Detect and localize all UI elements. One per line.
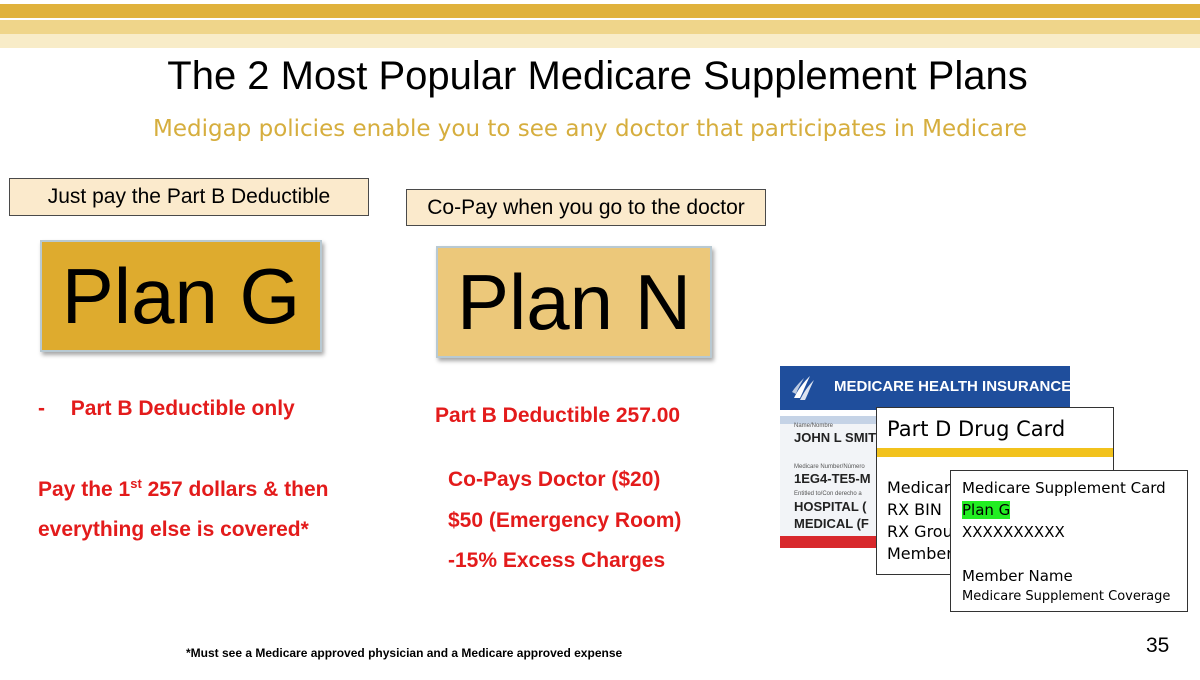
plan-g-box: Plan G: [40, 240, 322, 352]
footnote: *Must see a Medicare approved physician …: [186, 646, 623, 660]
plan-n-deductible: Part B Deductible 257.00: [435, 404, 681, 427]
plan-g-line1-sup: st: [130, 476, 142, 491]
medicare-card-header: MEDICARE HEALTH INSURANCE: [780, 366, 1070, 410]
medicare-number-label: Medicare Number/Número: [794, 464, 865, 470]
header-band-mid: [0, 20, 1200, 34]
supplement-plan: Plan G: [962, 501, 1011, 519]
plan-g-label: Plan G: [61, 251, 301, 340]
plan-n-copay-doctor: Co-Pays Doctor ($20): [448, 468, 661, 491]
plan-g-line1: Pay the 1st 257 dollars & then: [38, 476, 329, 502]
plan-n-box: Plan N: [436, 246, 712, 358]
medicare-medical: MEDICAL (F: [794, 516, 869, 531]
partd-line-member: Member: [887, 544, 953, 563]
plan-n-tag: Co-Pay when you go to the doctor: [406, 189, 766, 226]
plan-n-label: Plan N: [456, 257, 692, 346]
partd-line-rxbin: RX BIN: [887, 500, 942, 519]
plan-g-line1-post: 257 dollars & then: [141, 478, 329, 501]
header-band-light: [0, 34, 1200, 48]
medicare-name-label: Name/Nombre: [794, 423, 834, 429]
plan-n-copay-er: $50 (Emergency Room): [448, 509, 682, 532]
partd-title: Part D Drug Card: [887, 417, 1066, 441]
plan-n-tag-text: Co-Pay when you go to the doctor: [427, 195, 745, 219]
plan-g-line1-pre: Pay the 1: [38, 478, 131, 501]
supplement-card: Medicare Supplement Card Plan G XXXXXXXX…: [950, 470, 1188, 612]
plan-g-line2: everything else is covered*: [38, 518, 309, 541]
plan-g-bullet-dash: -: [38, 397, 45, 420]
supplement-title: Medicare Supplement Card: [962, 479, 1166, 497]
partd-yellow-bar: [877, 448, 1113, 457]
slide-subtitle: Medigap policies enable you to see any d…: [153, 116, 1027, 142]
supplement-coverage: Medicare Supplement Coverage: [962, 589, 1171, 604]
supplement-number: XXXXXXXXXX: [962, 523, 1065, 541]
medicare-name: JOHN L SMIT: [794, 430, 877, 445]
plan-n-excess: -15% Excess Charges: [448, 549, 666, 572]
page-number: 35: [1146, 634, 1170, 657]
slide-title: The 2 Most Popular Medicare Supplement P…: [167, 54, 1028, 98]
plan-g-bullet: - Part B Deductible only: [38, 397, 295, 421]
header-band-dark: [0, 4, 1200, 18]
plan-g-bullet-text: Part B Deductible only: [70, 397, 295, 420]
medicare-card-title: MEDICARE HEALTH INSURANCE: [834, 378, 1070, 395]
partd-line-medicare: Medicare: [887, 478, 960, 497]
medicare-number: 1EG4-TE5-M: [794, 471, 871, 486]
hhs-eagle-icon: [792, 376, 814, 400]
plan-g-tag: Just pay the Part B Deductible: [9, 178, 369, 216]
medicare-entitled-label: Entitled to/Con derecho a: [794, 491, 862, 497]
plan-g-tag-text: Just pay the Part B Deductible: [47, 185, 331, 208]
partd-line-rxgroup: RX Group: [887, 522, 963, 541]
supplement-member-name: Member Name: [962, 567, 1073, 585]
medicare-hospital: HOSPITAL (: [794, 499, 867, 514]
